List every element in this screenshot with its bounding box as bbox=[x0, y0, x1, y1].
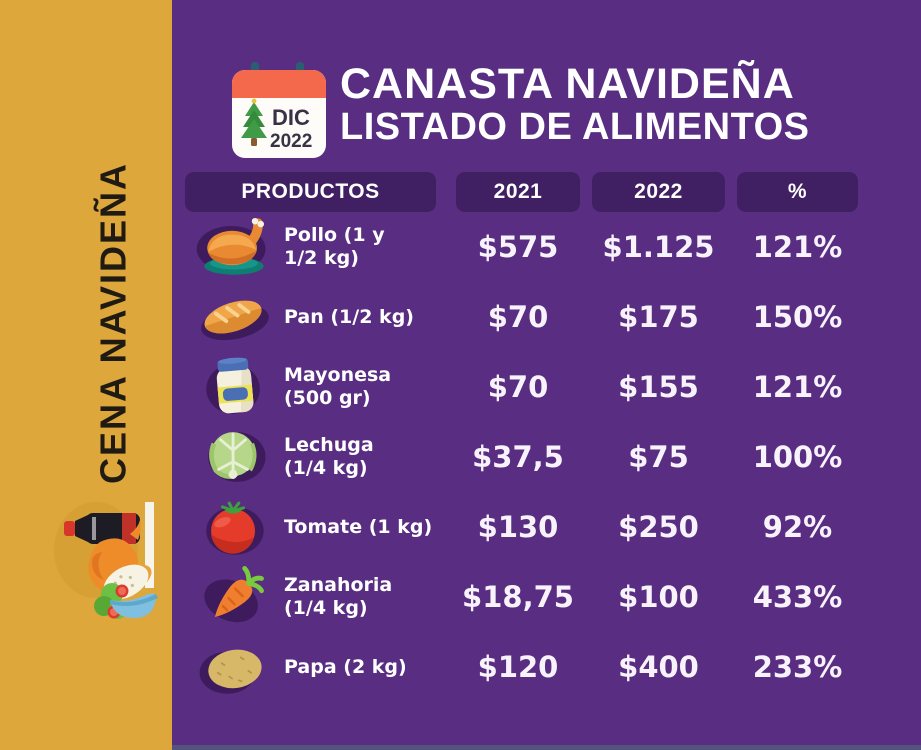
calendar-month: DIC bbox=[272, 105, 310, 130]
bottom-strip bbox=[172, 745, 921, 750]
product-name: Tomate (1 kg) bbox=[284, 515, 433, 538]
price-2022: $75 bbox=[628, 440, 689, 474]
potato-icon bbox=[191, 634, 277, 700]
table-body: Pollo (1 y 1/2 kg) $575 $1.125 121% Pan … bbox=[185, 212, 875, 702]
column-header-productos: PRODUCTOS bbox=[185, 172, 436, 212]
bread-icon bbox=[191, 284, 277, 350]
mayonnaise-icon bbox=[191, 354, 277, 420]
table-row: Mayonesa (500 gr) $70 $155 121% bbox=[185, 352, 875, 422]
header-titles: CANASTA NAVIDEÑA LISTADO DE ALIMENTOS bbox=[340, 62, 900, 147]
calendar-year: 2022 bbox=[270, 131, 312, 152]
table-row: Pan (1/2 kg) $70 $175 150% bbox=[185, 282, 875, 352]
roast-chicken-icon bbox=[191, 214, 277, 280]
table-row: Pollo (1 y 1/2 kg) $575 $1.125 121% bbox=[185, 212, 875, 282]
percent-change: 150% bbox=[752, 300, 843, 334]
tomato-icon bbox=[191, 494, 277, 560]
product-name: Zanahoria (1/4 kg) bbox=[284, 574, 393, 619]
price-2022: $155 bbox=[618, 370, 699, 404]
price-2021: $18,75 bbox=[462, 580, 574, 614]
table-header-row: PRODUCTOS 2021 2022 % bbox=[185, 172, 875, 212]
percent-change: 100% bbox=[752, 440, 843, 474]
lettuce-icon bbox=[191, 424, 277, 490]
price-2022: $250 bbox=[618, 510, 699, 544]
price-2021: $70 bbox=[487, 370, 549, 404]
price-2021: $130 bbox=[477, 510, 559, 544]
table-row: Lechuga (1/4 kg) $37,5 $75 100% bbox=[185, 422, 875, 492]
page-subtitle: LISTADO DE ALIMENTOS bbox=[340, 105, 810, 148]
christmas-tree-icon bbox=[241, 98, 267, 146]
price-2021: $575 bbox=[477, 230, 559, 264]
product-name: Pan (1/2 kg) bbox=[284, 305, 414, 328]
percent-change: 121% bbox=[752, 230, 843, 264]
table-row: Tomate (1 kg) $130 $250 92% bbox=[185, 492, 875, 562]
table-row: Papa (2 kg) $120 $400 233% bbox=[185, 632, 875, 702]
column-header-2021: 2021 bbox=[456, 172, 580, 212]
price-2022: $100 bbox=[618, 580, 699, 614]
calendar-icon: DIC 2022 bbox=[232, 62, 326, 158]
percent-change: 433% bbox=[752, 580, 843, 614]
price-2022: $400 bbox=[618, 650, 699, 684]
percent-change: 121% bbox=[752, 370, 843, 404]
percent-change: 233% bbox=[752, 650, 843, 684]
page-title: CANASTA NAVIDEÑA bbox=[340, 60, 795, 108]
sidebar: CENA NAVIDEÑA bbox=[0, 0, 172, 750]
price-2021: $70 bbox=[487, 300, 549, 334]
table-row: Zanahoria (1/4 kg) $18,75 $100 433% bbox=[185, 562, 875, 632]
price-2021: $120 bbox=[477, 650, 559, 684]
percent-change: 92% bbox=[762, 510, 833, 544]
column-header-2022: 2022 bbox=[592, 172, 725, 212]
column-header-percent: % bbox=[737, 172, 858, 212]
product-name: Mayonesa (500 gr) bbox=[284, 364, 392, 409]
product-name: Pollo (1 y 1/2 kg) bbox=[284, 224, 385, 269]
price-2022: $1.125 bbox=[602, 230, 715, 264]
product-name: Papa (2 kg) bbox=[284, 655, 407, 678]
christmas-dinner-illustration bbox=[54, 502, 158, 619]
carrot-icon bbox=[191, 564, 277, 630]
main-panel: DIC 2022 CANASTA NAVIDEÑA LISTADO DE ALI… bbox=[172, 0, 921, 750]
product-name: Lechuga (1/4 kg) bbox=[284, 434, 374, 479]
price-2022: $175 bbox=[618, 300, 699, 334]
price-2021: $37,5 bbox=[472, 440, 564, 474]
